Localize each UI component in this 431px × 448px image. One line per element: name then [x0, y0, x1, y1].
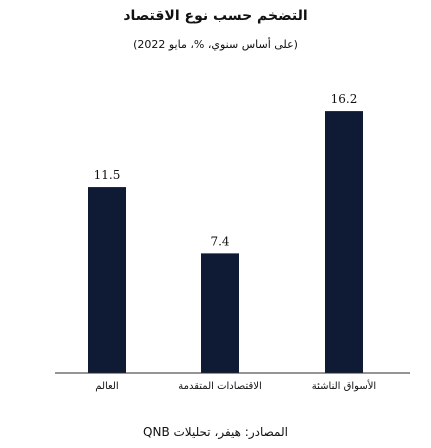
data-label-world: 11.5	[94, 168, 121, 182]
category-label-emerging-markets: الأسواق الناشئة	[312, 379, 376, 392]
category-label-world: العالم	[95, 381, 118, 392]
bar-chart: 11.5 العالم 7.4 الاقتصادات المتقدمة 16.2 الأس…	[55, 92, 410, 392]
source-note: المصادر: هيفر، تحليلات QNB	[143, 425, 288, 439]
data-label-advanced-economies: 7.4	[210, 234, 229, 248]
bar-advanced-economies	[201, 253, 239, 373]
bar-emerging-markets	[325, 111, 363, 373]
chart-title: التضخم حسب نوع الاقتصاد	[123, 8, 308, 24]
data-label-emerging-markets: 16.2	[331, 92, 358, 106]
category-label-advanced-economies: الاقتصادات المتقدمة	[178, 381, 261, 392]
bar-world	[88, 187, 126, 373]
chart-subtitle: (على أساس سنوي، %، مايو 2022)	[133, 38, 298, 51]
